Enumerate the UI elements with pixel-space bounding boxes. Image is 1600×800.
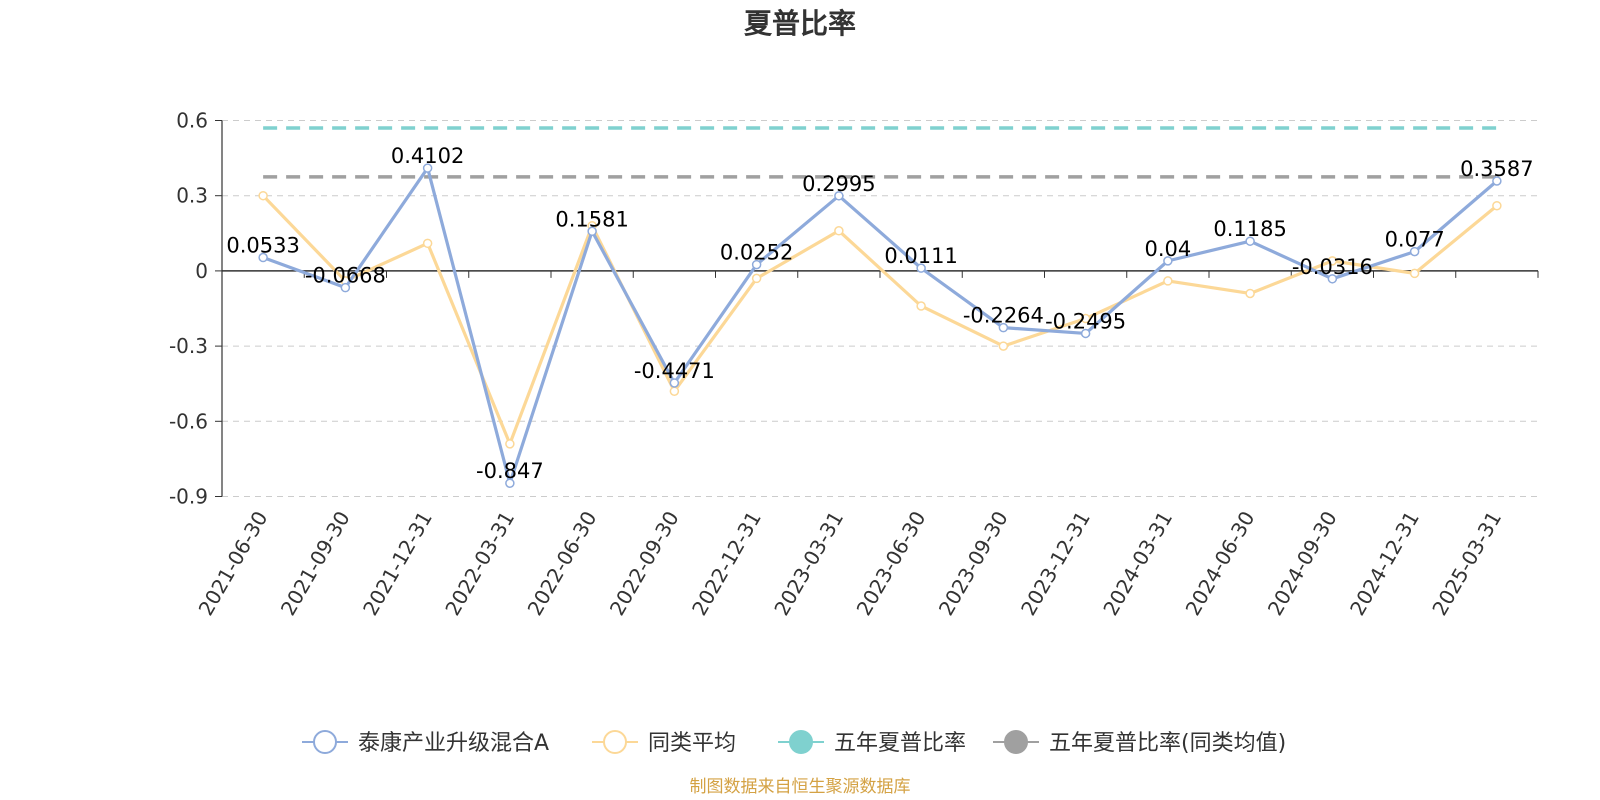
data-point: [1327, 256, 1338, 266]
legend[interactable]: 泰康产业升级混合A 同类平均 五年夏普比率 五年夏普比率(同类均值): [302, 730, 1286, 756]
data-point: [505, 478, 515, 488]
x-tick-label: 2022-12-31: [687, 507, 766, 620]
data-label: 0.0252: [720, 241, 793, 265]
data-point: [834, 191, 844, 201]
x-tick-label: 2023-03-31: [769, 507, 848, 620]
x-tick-label: 2024-06-30: [1181, 507, 1260, 620]
data-point: [669, 386, 680, 396]
data-point: [1327, 274, 1338, 284]
data-point: [1163, 276, 1173, 286]
data-point: [258, 190, 268, 201]
data-label: -0.0668: [305, 264, 386, 288]
legend-marker: [313, 730, 337, 754]
x-tick-label: 2023-12-31: [1016, 507, 1095, 620]
chart-title: 夏普比率: [744, 7, 856, 40]
data-point: [1409, 268, 1420, 279]
data-point: [1492, 176, 1502, 186]
data-point: [422, 163, 433, 173]
legend-item-1[interactable]: 同类平均: [592, 730, 736, 756]
data-label: 0.2995: [802, 172, 875, 196]
data-label: -0.847: [476, 459, 544, 483]
data-label: 0.1581: [555, 207, 628, 231]
data-label: 0.04: [1144, 237, 1191, 261]
x-tick-label: 2021-12-31: [358, 507, 437, 620]
data-point: [751, 273, 762, 284]
data-label: 0.3587: [1460, 157, 1533, 181]
legend-item-2[interactable]: 五年夏普比率: [778, 730, 966, 756]
data-point: [998, 341, 1009, 351]
data-point: [340, 282, 351, 293]
series-line-1: [261, 194, 1498, 446]
y-tick-label: 0: [195, 259, 208, 283]
data-point: [1245, 236, 1255, 246]
data-label: 0.077: [1385, 228, 1445, 252]
x-tick-label: 2023-09-30: [934, 507, 1013, 620]
x-tick-label: 2024-09-30: [1263, 507, 1342, 620]
data-point: [998, 322, 1009, 333]
legend-label: 五年夏普比率(同类均值): [1049, 731, 1286, 756]
legend-item-0[interactable]: 泰康产业升级混合A: [302, 730, 549, 756]
data-label: 0.4102: [391, 144, 464, 168]
data-label: 0.1185: [1213, 217, 1286, 241]
x-tick-label: 2022-09-30: [605, 507, 684, 620]
data-point: [751, 259, 762, 270]
data-point: [505, 439, 515, 449]
legend-marker: [789, 730, 813, 754]
data-point: [1245, 288, 1255, 299]
data-label: -0.4471: [634, 359, 715, 383]
x-tick-label: 2021-06-30: [194, 507, 273, 620]
x-tick-label: 2022-06-30: [523, 507, 602, 620]
series-lines: [258, 163, 1502, 488]
data-label: -0.2264: [963, 304, 1044, 328]
data-point: [1492, 200, 1502, 211]
data-point: [1163, 256, 1173, 266]
legend-label: 泰康产业升级混合A: [358, 731, 549, 756]
source-note: 制图数据来自恒生聚源数据库: [690, 777, 911, 797]
data-label: -0.0316: [1292, 255, 1373, 279]
data-labels: 0.0533-0.0668 0.4102 -0.847 0.1581 -0.4471 0.…: [226, 144, 1533, 483]
legend-label: 五年夏普比率: [834, 731, 966, 756]
y-tick-label: 0.6: [176, 109, 208, 133]
data-point: [587, 226, 597, 237]
data-point: [916, 301, 926, 311]
y-tick-label: -0.6: [169, 409, 208, 433]
data-point: [916, 263, 926, 273]
x-tick-label: 2023-06-30: [852, 507, 931, 620]
x-tick-label: 2025-03-31: [1427, 507, 1506, 620]
data-point: [669, 378, 680, 388]
data-point: [422, 238, 433, 249]
data-point: [258, 252, 268, 263]
x-tick-label: 2024-03-31: [1098, 507, 1177, 620]
y-tick-label: 0.3: [176, 184, 208, 208]
x-tick-label: 2022-03-31: [440, 507, 519, 620]
legend-label: 同类平均: [648, 731, 736, 756]
legend-marker: [603, 730, 627, 754]
grid-lines: [222, 120, 1538, 497]
data-point: [1080, 313, 1091, 324]
y-tick-label: -0.9: [169, 485, 208, 509]
data-label: -0.2495: [1045, 309, 1126, 333]
data-point: [834, 226, 844, 236]
legend-item-3[interactable]: 五年夏普比率(同类均值): [993, 730, 1286, 756]
y-tick-label: -0.3: [169, 334, 208, 358]
data-label: 0.0533: [226, 234, 299, 258]
data-label: 0.0111: [884, 244, 957, 268]
data-point: [1080, 328, 1091, 339]
data-point: [1409, 246, 1420, 257]
x-tick-label: 2021-09-30: [276, 507, 355, 620]
legend-marker: [1004, 730, 1028, 754]
series-line-0: [262, 166, 1498, 485]
x-tick-label: 2024-12-31: [1345, 507, 1424, 620]
